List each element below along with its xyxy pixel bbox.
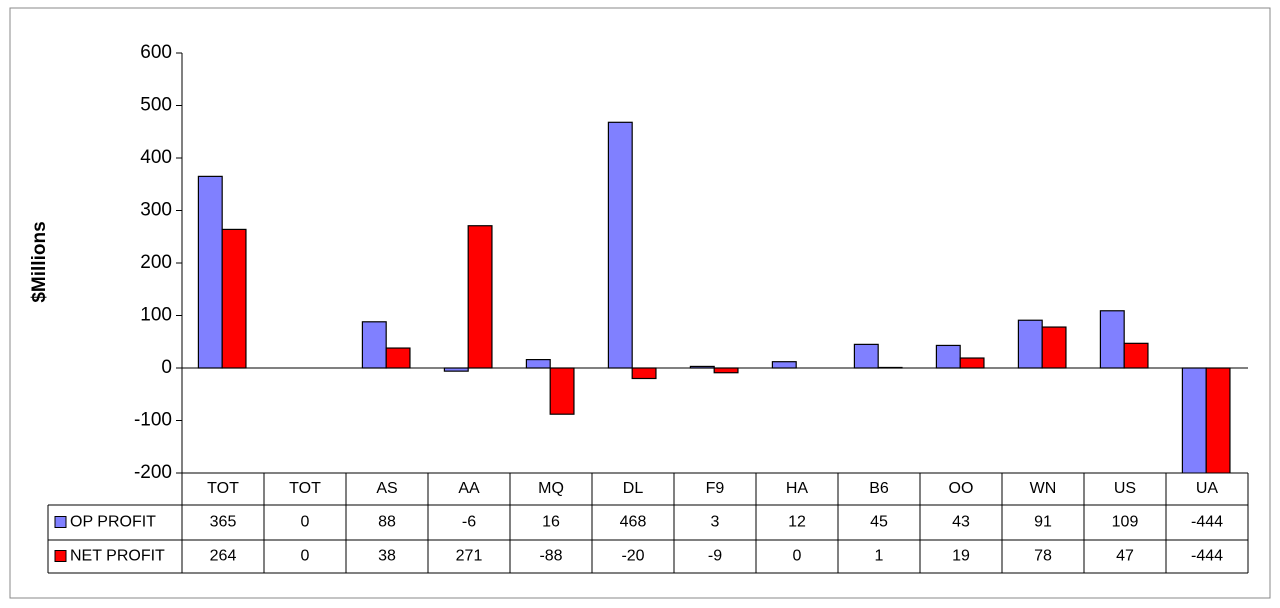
bar — [549, 367, 575, 415]
bar — [385, 347, 411, 369]
x-tick-label: F9 — [706, 480, 725, 497]
x-tick-label: TOT — [207, 480, 239, 497]
table-value: 43 — [952, 514, 970, 531]
table-value: 271 — [456, 548, 483, 565]
table-value: -444 — [1191, 514, 1223, 531]
table-value: 0 — [301, 514, 310, 531]
chart-border — [9, 7, 1271, 599]
y-tick-label: 400 — [140, 147, 172, 168]
x-tick-label: TOT — [289, 480, 321, 497]
y-tick-label: -200 — [134, 462, 172, 483]
legend-key — [54, 516, 67, 528]
bar — [467, 225, 493, 369]
x-tick-label: B6 — [869, 480, 889, 497]
bar — [853, 343, 879, 369]
x-tick-label: DL — [623, 480, 644, 497]
bar — [959, 357, 985, 369]
table-value: 3 — [711, 514, 720, 531]
legend-key — [54, 550, 67, 562]
table-value: 264 — [210, 548, 237, 565]
table-value: 45 — [870, 514, 888, 531]
y-tick-label: -100 — [134, 410, 172, 431]
table-value: 1 — [875, 548, 884, 565]
table-value: 468 — [620, 514, 647, 531]
table-value: 47 — [1116, 548, 1134, 565]
x-tick-label: AA — [458, 480, 480, 497]
x-tick-label: HA — [786, 480, 809, 497]
bar — [221, 228, 247, 369]
x-tick-label: AS — [376, 480, 397, 497]
bar — [361, 321, 387, 369]
table-value: -20 — [621, 548, 644, 565]
legend-label: OP PROFIT — [70, 514, 156, 531]
x-tick-label: US — [1114, 480, 1136, 497]
table-value: 109 — [1112, 514, 1139, 531]
bar — [771, 361, 797, 369]
y-tick-label: 100 — [140, 305, 172, 326]
bar — [525, 359, 551, 369]
bar — [631, 367, 657, 380]
bar — [1041, 326, 1067, 369]
table-value: 0 — [301, 548, 310, 565]
table-value: 38 — [378, 548, 396, 565]
bar — [607, 121, 633, 369]
y-tick-label: 300 — [140, 200, 172, 221]
table-value: 91 — [1034, 514, 1052, 531]
y-tick-label: 600 — [140, 42, 172, 63]
table-value: 12 — [788, 514, 806, 531]
bar — [713, 367, 739, 374]
legend-label: NET PROFIT — [70, 548, 165, 565]
bar — [935, 344, 961, 369]
table-value: -88 — [539, 548, 562, 565]
table-value: 0 — [793, 548, 802, 565]
bar — [1099, 310, 1125, 369]
y-tick-label: 0 — [161, 357, 172, 378]
table-value: 78 — [1034, 548, 1052, 565]
y-tick-label: 200 — [140, 252, 172, 273]
x-tick-label: UA — [1196, 480, 1219, 497]
table-value: -6 — [462, 514, 476, 531]
table-value: -9 — [708, 548, 722, 565]
x-tick-label: OO — [949, 480, 974, 497]
y-tick-label: 500 — [140, 95, 172, 116]
table-value: 19 — [952, 548, 970, 565]
table-value: -444 — [1191, 548, 1223, 565]
bar — [197, 175, 223, 369]
y-axis-title: $Millions — [29, 221, 50, 302]
x-tick-label: WN — [1030, 480, 1057, 497]
bar — [1123, 342, 1149, 369]
table-value: 16 — [542, 514, 560, 531]
table-value: 88 — [378, 514, 396, 531]
bar — [1017, 319, 1043, 369]
table-value: 365 — [210, 514, 237, 531]
x-tick-label: MQ — [538, 480, 564, 497]
